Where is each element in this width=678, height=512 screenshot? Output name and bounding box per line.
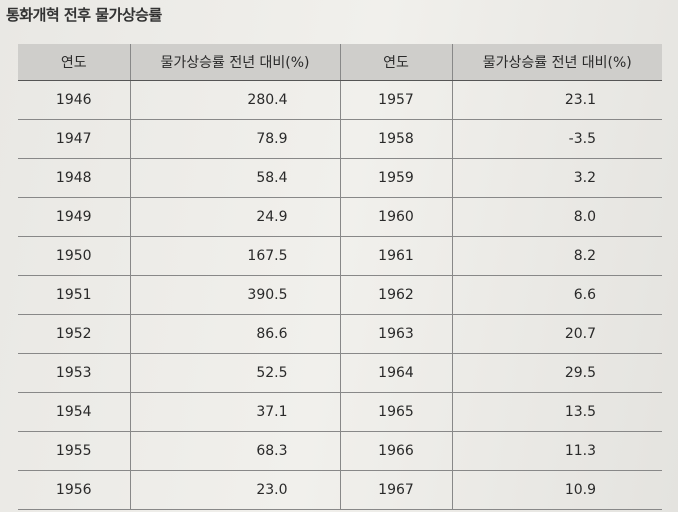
year-cell: 1949 — [18, 197, 130, 237]
rate-cell: 78.9 — [129, 119, 340, 159]
title: 통화개혁 전후 물가상승률 — [6, 6, 162, 24]
year-cell: 1950 — [18, 236, 130, 276]
rate-cell: 390.5 — [129, 275, 340, 315]
header-cell: 물가상승률 전년 대비(%) — [451, 44, 662, 81]
table-row: 1955 68.3 1966 11.3 — [18, 431, 662, 471]
rate-cell: 6.6 — [451, 275, 662, 315]
year-cell: 1954 — [18, 392, 130, 432]
year-cell: 1946 — [18, 80, 130, 120]
year-cell: 1955 — [18, 431, 130, 471]
table-body: 1946 280.4 1957 23.1 1947 78.9 1958 -3.5 1948 58.… — [18, 80, 662, 510]
rate-cell: 20.7 — [451, 314, 662, 354]
table-row: 1948 58.4 1959 3.2 — [18, 158, 662, 198]
year-cell: 1962 — [339, 275, 452, 315]
rate-cell: 10.9 — [451, 470, 662, 510]
header-row: 연도 물가상승률 전년 대비(%) 연도 물가상승률 전년 대비(%) — [18, 44, 662, 81]
header-cell: 연도 — [18, 44, 130, 81]
year-cell: 1953 — [18, 353, 130, 393]
year-cell: 1952 — [18, 314, 130, 354]
year-cell: 1948 — [18, 158, 130, 198]
rate-cell: 280.4 — [129, 80, 340, 120]
year-cell: 1957 — [339, 80, 452, 120]
year-cell: 1951 — [18, 275, 130, 315]
table-row: 1949 24.9 1960 8.0 — [18, 197, 662, 237]
rate-cell: 24.9 — [129, 197, 340, 237]
table-row: 1953 52.5 1964 29.5 — [18, 353, 662, 393]
rate-cell: 13.5 — [451, 392, 662, 432]
rate-cell: 23.0 — [129, 470, 340, 510]
table-row: 1946 280.4 1957 23.1 — [18, 80, 662, 120]
table-row: 1950 167.5 1961 8.2 — [18, 236, 662, 276]
year-cell: 1947 — [18, 119, 130, 159]
rate-cell: 52.5 — [129, 353, 340, 393]
header-cell: 물가상승률 전년 대비(%) — [129, 44, 340, 81]
year-cell: 1961 — [339, 236, 452, 276]
table-row: 1947 78.9 1958 -3.5 — [18, 119, 662, 159]
rate-cell: 58.4 — [129, 158, 340, 198]
rate-cell: 23.1 — [451, 80, 662, 120]
year-cell: 1958 — [339, 119, 452, 159]
year-cell: 1965 — [339, 392, 452, 432]
rate-cell: 8.2 — [451, 236, 662, 276]
rate-cell: 37.1 — [129, 392, 340, 432]
table-row: 1951 390.5 1962 6.6 — [18, 275, 662, 315]
year-cell: 1960 — [339, 197, 452, 237]
rate-cell: 29.5 — [451, 353, 662, 393]
header-cell: 연도 — [339, 44, 452, 81]
rate-cell: 11.3 — [451, 431, 662, 471]
year-cell: 1956 — [18, 470, 130, 510]
rate-cell: 167.5 — [129, 236, 340, 276]
rate-cell: -3.5 — [451, 119, 662, 159]
table-row: 1954 37.1 1965 13.5 — [18, 392, 662, 432]
year-cell: 1963 — [339, 314, 452, 354]
year-cell: 1966 — [339, 431, 452, 471]
rate-cell: 68.3 — [129, 431, 340, 471]
rate-cell: 8.0 — [451, 197, 662, 237]
year-cell: 1959 — [339, 158, 452, 198]
table-row: 1956 23.0 1967 10.9 — [18, 470, 662, 510]
inflation-table: 연도 물가상승률 전년 대비(%) 연도 물가상승률 전년 대비(%) 1946 280… — [18, 44, 662, 510]
year-cell: 1964 — [339, 353, 452, 393]
rate-cell: 86.6 — [129, 314, 340, 354]
year-cell: 1967 — [339, 470, 452, 510]
table-row: 1952 86.6 1963 20.7 — [18, 314, 662, 354]
rate-cell: 3.2 — [451, 158, 662, 198]
